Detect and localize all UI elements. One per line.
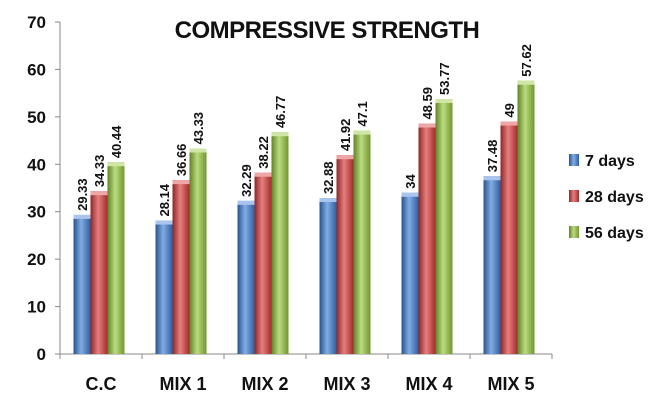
bar-cap [107,162,125,167]
legend-swatch [569,190,579,202]
data-label: 34 [403,174,418,189]
bar [483,176,501,354]
bar-cap [237,200,255,205]
data-label: 49 [502,103,517,117]
data-label: 43.33 [191,112,206,145]
y-tick-label: 20 [27,250,46,269]
bar [401,192,419,354]
bar-cap [73,214,91,219]
y-tick-label: 40 [27,155,46,174]
bar-cap [319,198,337,203]
bar-cap [353,130,371,135]
bar-cap [517,80,535,85]
legend: 7 days 28 days 56 days [569,153,644,242]
bar [353,130,371,354]
data-label: 32.88 [321,162,336,195]
bar [172,180,190,354]
legend-label: 7 days [585,153,635,170]
data-label: 28.14 [157,183,172,216]
data-label: 48.59 [420,87,435,120]
bar [500,121,518,354]
x-category-label: MIX 1 [159,374,206,394]
y-tick-label: 30 [27,203,46,222]
bar-cap [254,172,272,177]
x-category-label: C.C [86,374,117,394]
bar [189,148,207,354]
legend-label: 28 days [585,189,644,206]
chart-title: COMPRESSIVE STRENGTH [175,17,480,44]
legend-label: 56 days [585,225,644,242]
data-label: 57.62 [519,44,534,77]
bar [155,220,173,354]
data-label: 29.33 [75,178,90,211]
data-label: 53.77 [437,62,452,95]
bar-cap [401,192,419,197]
x-category-label: MIX 4 [405,374,452,394]
data-label: 46.77 [273,96,288,129]
bar [517,80,535,355]
data-label: 32.29 [239,164,254,197]
axes: 0 10 20 30 40 50 60 70 C.C MIX 1 MIX 2 MIX 3 MIX 4 MI… [27,13,553,394]
data-label: 40.44 [109,125,124,158]
data-label: 34.33 [92,155,107,188]
bar-cap [155,220,173,225]
bar [90,191,108,354]
data-label: 36.66 [174,144,189,177]
y-tick-label: 10 [27,298,46,317]
data-label: 37.48 [485,140,500,173]
x-category-label: MIX 5 [487,374,534,394]
bar-cap [189,148,207,153]
bar-cap [500,121,518,126]
y-tick-label: 70 [27,13,46,32]
legend-swatch [569,154,579,166]
bar-cap [90,191,108,196]
bar-cap [483,176,501,181]
bar [319,198,337,354]
data-label: 41.92 [338,119,353,152]
bar [73,214,91,354]
bar-cap [435,98,453,103]
bar-cap [418,123,436,128]
legend-swatch [569,226,579,238]
x-category-label: MIX 2 [241,374,288,394]
data-label: 38.22 [256,136,271,169]
bar [336,155,354,354]
y-tick-label: 60 [27,60,46,79]
x-category-label: MIX 3 [323,374,370,394]
data-label: 47.1 [355,101,370,126]
bar-cap [172,180,190,185]
bar [418,123,436,354]
bar-cap [336,155,354,160]
bar [237,200,255,354]
bar [254,172,272,354]
bar-cap [271,132,289,137]
bar [435,98,453,355]
bar [271,132,289,354]
y-tick-label: 0 [37,345,46,364]
y-tick-label: 50 [27,108,46,127]
bar [107,162,125,354]
